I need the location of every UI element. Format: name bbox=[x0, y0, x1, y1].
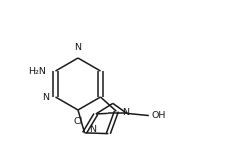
Text: OH: OH bbox=[151, 111, 165, 120]
Text: N: N bbox=[89, 125, 96, 134]
Text: N: N bbox=[122, 108, 128, 118]
Text: Cl: Cl bbox=[73, 117, 82, 126]
Text: H₂N: H₂N bbox=[28, 67, 46, 75]
Text: N: N bbox=[74, 43, 81, 52]
Text: N: N bbox=[42, 92, 48, 102]
